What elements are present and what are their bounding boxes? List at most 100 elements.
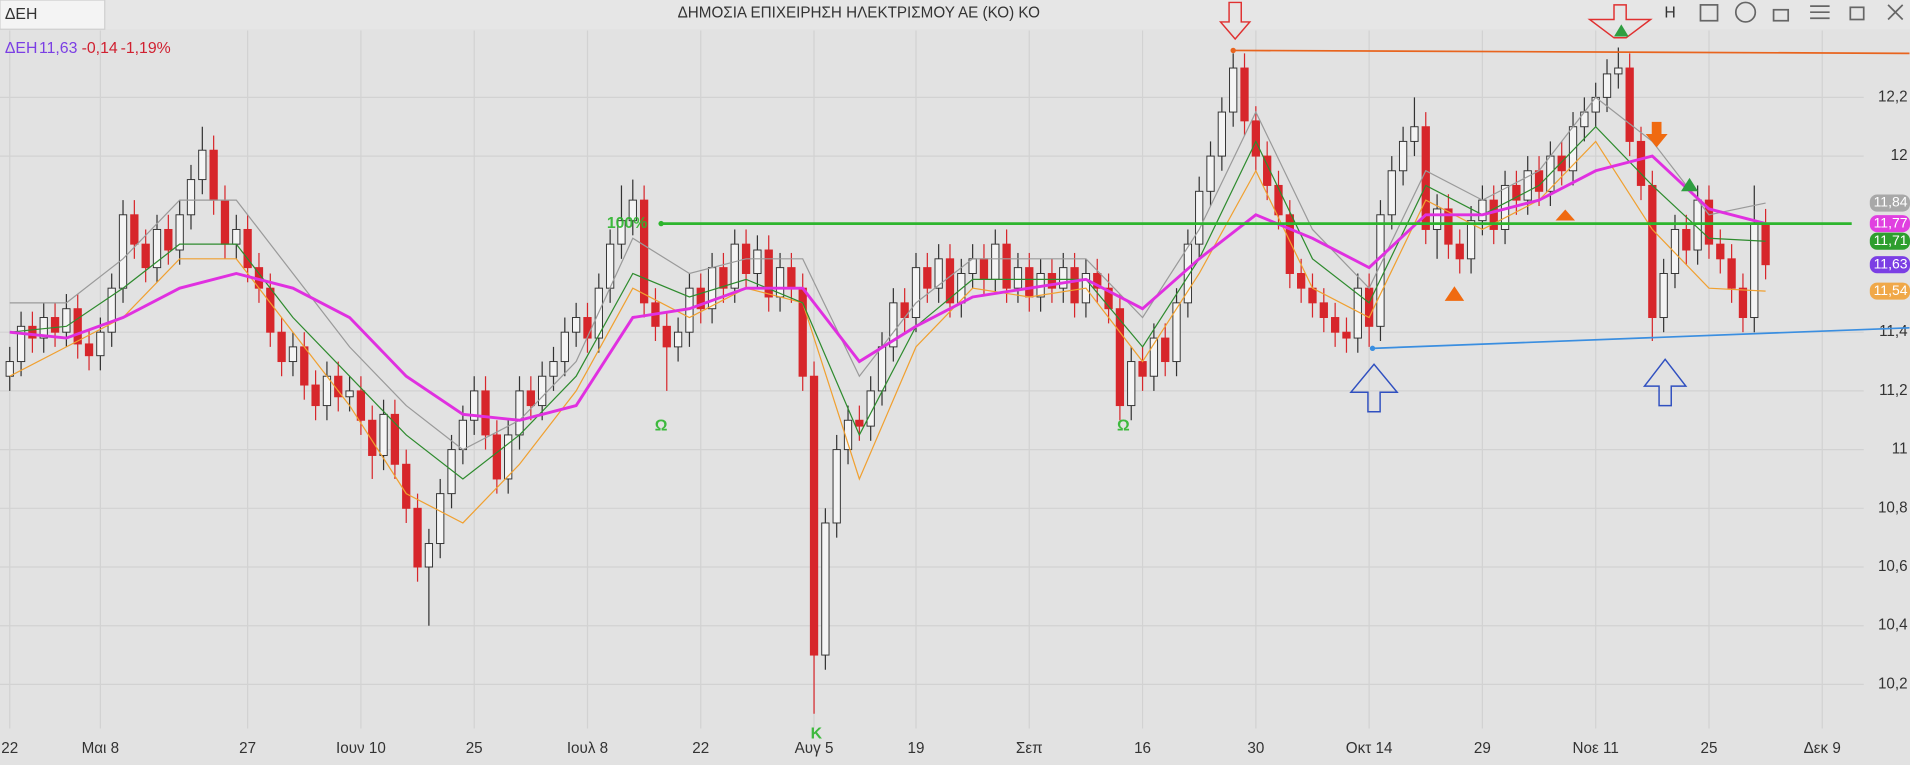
x-tick-label: Σεπ bbox=[1016, 740, 1043, 757]
legend: ΔΕΗ 11,63 -0,14 -1,19% bbox=[5, 40, 171, 57]
candle-body bbox=[1172, 302, 1181, 363]
arrow-markers bbox=[1218, 1, 1699, 413]
candle-body bbox=[1138, 361, 1147, 377]
candle-body bbox=[50, 317, 60, 333]
y-tick-label: 10,2 bbox=[1878, 675, 1908, 692]
candle-body bbox=[266, 287, 275, 333]
candle-body bbox=[1761, 223, 1770, 266]
trend-line-anchor bbox=[1230, 47, 1236, 54]
candle-body bbox=[515, 390, 524, 436]
candle-body bbox=[1716, 243, 1725, 260]
candle-body bbox=[549, 361, 558, 377]
candle-body bbox=[345, 390, 354, 398]
icon-restore[interactable] bbox=[1849, 6, 1865, 21]
candle-body bbox=[1478, 199, 1487, 222]
candle-body bbox=[991, 243, 1000, 280]
trend-line-anchor bbox=[658, 220, 664, 227]
trend-line bbox=[1233, 49, 1910, 55]
icon-lock[interactable] bbox=[1772, 8, 1790, 22]
candle-body bbox=[934, 258, 943, 289]
x-tick-label: 16 bbox=[1134, 740, 1151, 757]
y-tick-label: 11 bbox=[1892, 441, 1908, 458]
candle-body bbox=[447, 449, 456, 495]
candle-body bbox=[1523, 170, 1532, 201]
candle-body bbox=[1489, 199, 1498, 230]
candle-body bbox=[1432, 208, 1442, 230]
annotation: K bbox=[811, 726, 823, 743]
icon-menu[interactable] bbox=[1810, 5, 1830, 20]
candle-body bbox=[1263, 155, 1272, 186]
plot: 10,2 10,4 10,6 10,8 11 11,2 11,4 12 12,2 22 Μαι 8 2… bbox=[0, 30, 1910, 757]
h-button[interactable]: H bbox=[1664, 5, 1675, 22]
candle-body bbox=[1025, 267, 1034, 298]
x-tick-label: 27 bbox=[239, 740, 256, 757]
candle-body bbox=[1557, 155, 1566, 172]
candle-body bbox=[368, 419, 377, 456]
y-tick-label: 10,6 bbox=[1878, 558, 1908, 575]
candle-body bbox=[1648, 184, 1657, 319]
x-tick-label: 25 bbox=[1701, 740, 1718, 757]
candle-body bbox=[96, 331, 105, 357]
candle-body bbox=[1127, 361, 1136, 407]
symbol-tab[interactable] bbox=[0, 0, 106, 30]
buy-arrow bbox=[1642, 358, 1688, 407]
y-tick-label: 11,2 bbox=[1879, 382, 1908, 399]
candle-body bbox=[1251, 120, 1260, 157]
candle-body bbox=[379, 413, 388, 456]
candle-body bbox=[583, 317, 592, 339]
candle-body bbox=[560, 331, 569, 363]
candle-body bbox=[198, 149, 207, 181]
candle-body bbox=[1297, 273, 1306, 289]
candle-body bbox=[730, 243, 739, 289]
candle-body bbox=[243, 228, 252, 269]
candle-body bbox=[945, 258, 955, 304]
candle-body bbox=[1115, 308, 1125, 407]
legend-change: -0,14 bbox=[82, 40, 118, 57]
candle-body bbox=[84, 343, 94, 357]
candle-body bbox=[1308, 287, 1317, 304]
candle-body bbox=[311, 384, 320, 407]
y-tick-label: 12 bbox=[1891, 147, 1908, 164]
candle-body bbox=[1659, 273, 1668, 319]
price-badge-label: 11,84 bbox=[1874, 194, 1908, 210]
icon-comment[interactable] bbox=[1734, 1, 1757, 23]
price-badge-label: 11,54 bbox=[1874, 282, 1908, 298]
candle-body bbox=[787, 267, 796, 289]
candle-body bbox=[1330, 317, 1340, 333]
annotation: Ω bbox=[1117, 417, 1130, 434]
candle-body bbox=[1285, 214, 1294, 274]
candle-body bbox=[979, 258, 989, 280]
candle-body bbox=[1274, 184, 1283, 216]
candle-body bbox=[1410, 126, 1419, 142]
icon-close[interactable] bbox=[1887, 4, 1904, 21]
candle-body bbox=[1013, 267, 1023, 289]
candle-body bbox=[1002, 243, 1011, 289]
candle-body bbox=[1398, 140, 1408, 172]
candle-body bbox=[164, 228, 173, 251]
candle-body bbox=[1206, 155, 1215, 192]
candle-body bbox=[923, 267, 932, 289]
candle-body bbox=[1602, 73, 1612, 98]
candle-body bbox=[855, 419, 864, 427]
candle-body bbox=[277, 331, 286, 363]
up-triangle bbox=[1555, 209, 1576, 221]
candle-body bbox=[1738, 287, 1748, 319]
candle-body bbox=[617, 220, 626, 245]
candle-body bbox=[628, 199, 637, 222]
candle-body bbox=[1387, 170, 1396, 216]
candle-body bbox=[1319, 302, 1328, 319]
x-tick-label: 30 bbox=[1247, 740, 1264, 757]
candle-body bbox=[1704, 199, 1714, 245]
icon-panel[interactable] bbox=[1699, 4, 1719, 22]
symbol-tab-label[interactable]: ΔΕΗ bbox=[5, 6, 38, 23]
candle-body bbox=[538, 375, 547, 407]
candle-body bbox=[1342, 331, 1351, 339]
candle-body bbox=[877, 346, 887, 392]
candle-body bbox=[413, 507, 422, 568]
candle-body bbox=[753, 249, 762, 274]
x-tick-label: Νοε 11 bbox=[1573, 740, 1619, 757]
price-badge bbox=[1869, 282, 1910, 300]
candle-body bbox=[1161, 337, 1170, 363]
legend-symbol: ΔΕΗ bbox=[5, 40, 38, 57]
sell-arrow bbox=[1587, 4, 1653, 39]
